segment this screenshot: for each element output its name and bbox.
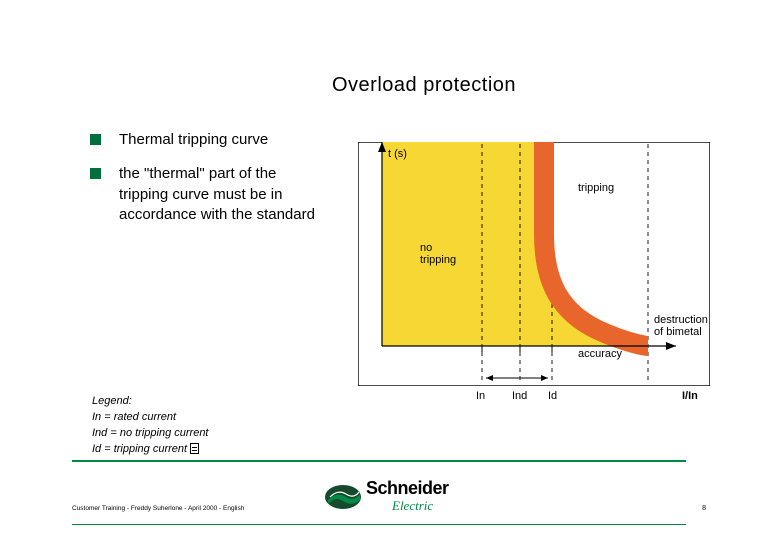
- legend-heading: Legend:: [92, 394, 209, 410]
- legend-block: Legend: In = rated current Ind = no trip…: [92, 394, 209, 458]
- chart-svg: [358, 142, 710, 386]
- x-tick-id: Id: [548, 390, 557, 402]
- bullet-text: the "thermal" part of the tripping curve…: [119, 164, 315, 225]
- y-axis-label: t (s): [388, 148, 407, 160]
- brand-name: Schneider: [366, 478, 449, 499]
- thermal-tripping-chart: t (s) no tripping tripping destruction o…: [358, 142, 710, 412]
- bullet-square-icon: [90, 168, 101, 179]
- legend-row: Id = tripping current: [92, 442, 209, 458]
- bullet-text: Thermal tripping curve: [119, 130, 268, 150]
- footer-text: Customer Training - Freddy Suherlone - A…: [72, 505, 244, 512]
- divider-bottom: [72, 524, 686, 525]
- legend-row: In = rated current: [92, 410, 209, 426]
- annot-accuracy: accuracy: [578, 348, 622, 360]
- brand-logo: Schneider Electric: [324, 478, 494, 516]
- bullet-item: Thermal tripping curve: [90, 130, 325, 150]
- bullet-list: Thermal tripping curve the "thermal" par…: [90, 130, 325, 239]
- x-tick-ind: Ind: [512, 390, 527, 402]
- annot-destruction: destruction of bimetal: [654, 314, 708, 338]
- x-tick-in: In: [476, 390, 485, 402]
- tripping-current-box-icon: [190, 443, 199, 454]
- annot-tripping: tripping: [578, 182, 614, 194]
- brand-sub: Electric: [392, 498, 433, 514]
- brand-logo-mark-icon: [324, 483, 362, 511]
- page-number: 8: [702, 505, 706, 512]
- slide-title: Overload protection: [332, 74, 516, 97]
- divider-top: [72, 460, 686, 462]
- x-axis-label-right: I/In: [682, 390, 698, 402]
- annot-no-tripping: no tripping: [420, 242, 456, 266]
- bullet-square-icon: [90, 134, 101, 145]
- legend-row: Ind = no tripping current: [92, 426, 209, 442]
- bullet-item: the "thermal" part of the tripping curve…: [90, 164, 325, 225]
- legend-row-text: Id = tripping current: [92, 443, 187, 455]
